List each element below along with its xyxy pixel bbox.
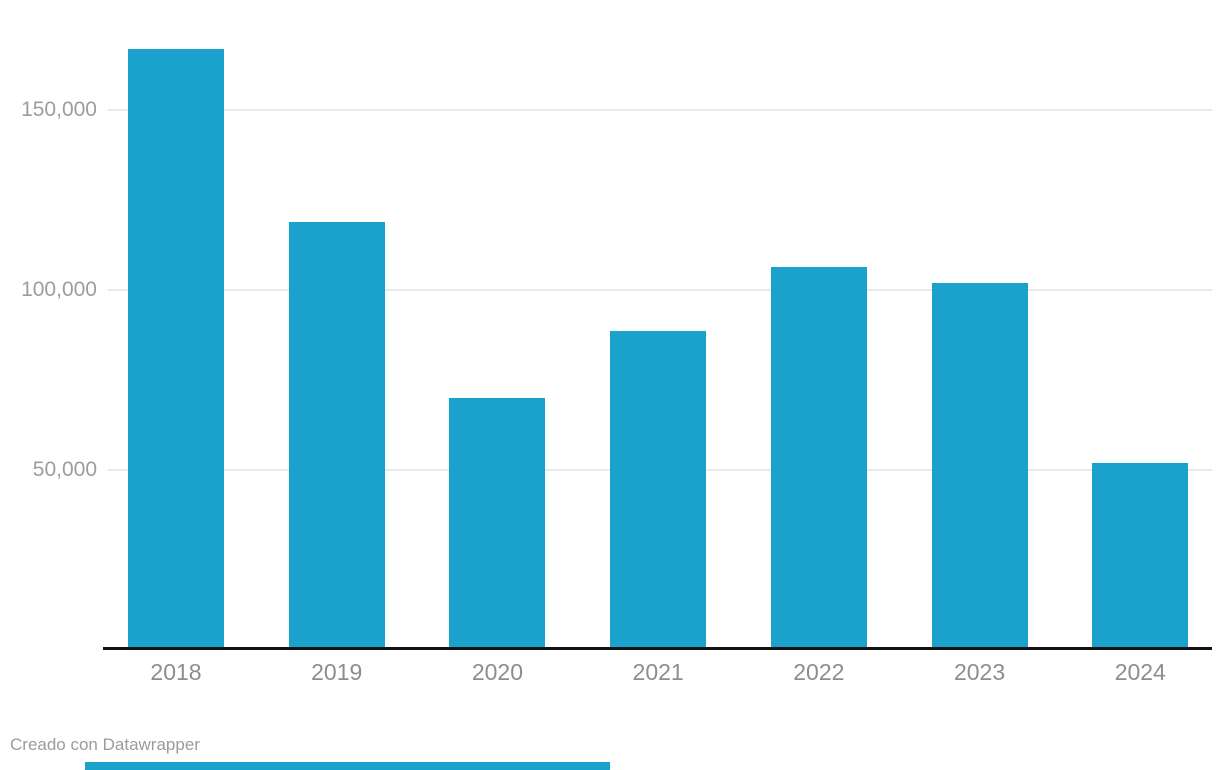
x-category-label: 2024 xyxy=(1114,659,1166,685)
gridline xyxy=(108,109,1212,111)
x-category-label: 2023 xyxy=(953,659,1006,685)
x-category-label: 2019 xyxy=(311,659,363,685)
x-category-label: 2018 xyxy=(150,659,202,685)
horizontal-scrollbar-thumb[interactable] xyxy=(85,762,610,770)
y-tick-label: 150,000 xyxy=(21,98,97,121)
bar-2020 xyxy=(449,398,546,647)
x-category-label: 2021 xyxy=(632,659,684,685)
datawrapper-attribution-link[interactable]: Creado con Datawrapper xyxy=(10,735,200,754)
bar-2023 xyxy=(931,282,1028,647)
x-axis-line xyxy=(103,647,1212,650)
plot-area: 50,000 100,000 150,000 xyxy=(21,48,1212,647)
x-category-label: 2022 xyxy=(793,659,845,685)
bar-2024 xyxy=(1092,462,1189,647)
x-category-label: 2020 xyxy=(471,659,523,685)
bar-2018 xyxy=(128,48,224,647)
bar-2019 xyxy=(288,221,385,647)
bar-2022 xyxy=(770,266,867,647)
bar-2021 xyxy=(610,331,707,647)
gridline xyxy=(108,289,1212,291)
y-tick-label: 50,000 xyxy=(32,458,97,481)
y-tick-label: 100,000 xyxy=(21,278,97,301)
